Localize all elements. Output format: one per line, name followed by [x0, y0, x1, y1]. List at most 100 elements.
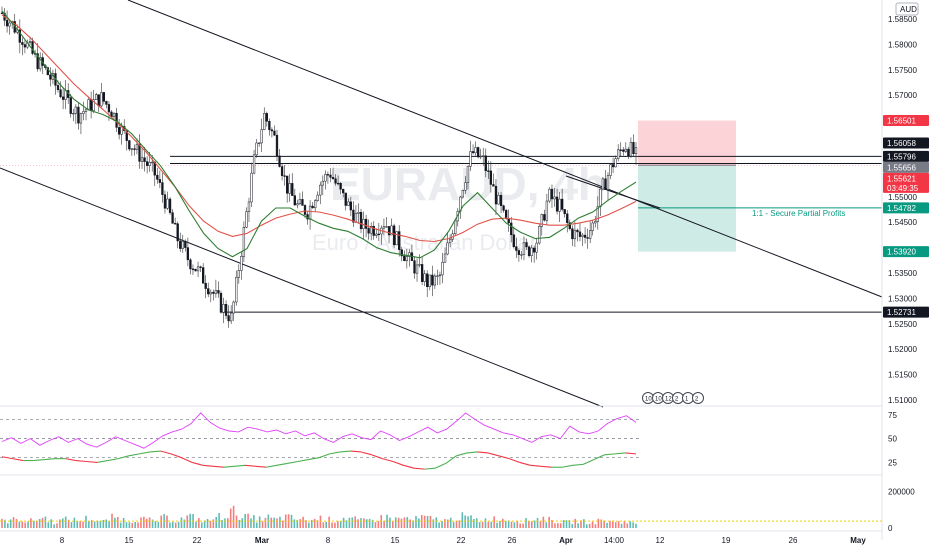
volume-bar — [93, 521, 96, 528]
slow-moving-average-line — [1, 14, 637, 243]
price-tick-label: 1.57000 — [888, 91, 917, 100]
candle-body — [283, 175, 286, 177]
price-tag-box — [883, 246, 929, 258]
volume-bar — [409, 519, 411, 528]
volume-bar — [44, 516, 47, 528]
volume-bar — [588, 523, 591, 528]
volume-bar — [154, 521, 157, 528]
volume-bar — [122, 517, 125, 528]
candle-body — [339, 182, 342, 190]
volume-bar — [183, 519, 186, 528]
volume-bar — [441, 521, 443, 528]
price-tick-label: 1.53500 — [888, 269, 917, 278]
volume-bar — [609, 520, 611, 528]
rsi-ma-segment — [509, 458, 520, 463]
rsi-ma-segment — [149, 450, 161, 453]
candle-body — [270, 129, 274, 132]
candle-body — [438, 274, 442, 277]
volume-bar — [357, 519, 359, 528]
volume-bar — [394, 517, 397, 528]
volume-bar — [484, 518, 487, 528]
candle-body — [133, 148, 136, 150]
currency-label[interactable]: AUD — [900, 5, 917, 14]
candle-body — [31, 41, 34, 54]
rsi-ma-segment — [12, 458, 24, 462]
volume-bar — [499, 520, 501, 528]
candle-body — [436, 275, 439, 277]
time-axis-label: 22 — [457, 536, 466, 545]
rsi-ma-segment — [350, 450, 362, 453]
candle-body — [504, 210, 508, 219]
volume-bar — [339, 521, 342, 528]
lower-channel-line — [0, 167, 604, 408]
time-axis-label: 15 — [125, 536, 134, 545]
rsi-ma-segment — [75, 460, 87, 463]
candle-body — [474, 147, 477, 154]
volume-bar — [583, 519, 585, 528]
volume-bar — [218, 513, 220, 528]
short-position-tool[interactable] — [638, 120, 736, 252]
candle-body — [321, 180, 324, 186]
rsi-ma-segment — [414, 467, 425, 470]
volume-bar — [79, 521, 81, 528]
volume-bar — [116, 516, 119, 528]
rsi-ma-segment — [223, 465, 235, 468]
rsi-ma-segment — [593, 454, 605, 461]
volume-bar — [377, 521, 380, 528]
candle-body — [308, 205, 312, 220]
volume-bar — [296, 519, 299, 528]
volume-bar — [533, 520, 536, 528]
volume-bar — [606, 522, 608, 528]
volume-bar — [305, 520, 307, 528]
volume-bar — [435, 517, 438, 528]
candle-body — [61, 96, 65, 100]
volume-bar — [585, 524, 588, 528]
price-pane[interactable] — [0, 0, 882, 405]
candle-body — [219, 292, 223, 313]
volume-bar — [21, 521, 24, 528]
volume-bar — [554, 523, 556, 528]
partial-profit-annotation[interactable]: 1:1 - Secure Partial Profits — [752, 209, 845, 218]
rsi-ma-segment — [170, 453, 182, 459]
currency-box[interactable] — [895, 2, 919, 16]
rsi-ma-segment — [614, 452, 626, 455]
volume-bar — [12, 517, 15, 528]
price-tick-label: 1.53000 — [888, 294, 917, 303]
event-badges[interactable]: 10 10 12 2 1 2 — [642, 392, 704, 404]
candle-body — [476, 147, 480, 158]
rsi-ma-segment — [107, 458, 119, 462]
rsi-ma-segment — [118, 455, 129, 460]
volume-bar — [322, 522, 325, 528]
candle-body — [5, 20, 9, 27]
price-tick-label: 1.54500 — [888, 218, 917, 227]
candle-body — [303, 205, 307, 215]
rsi-ma-segment — [382, 458, 394, 463]
candle-body — [520, 254, 523, 256]
candle-body — [568, 222, 571, 229]
candle-body — [268, 121, 271, 131]
candle-body — [199, 266, 202, 268]
candle-body — [550, 188, 554, 200]
rsi-line — [1, 412, 637, 449]
volume-pane — [0, 505, 882, 528]
volume-bar — [50, 519, 53, 528]
candle-body — [36, 53, 39, 70]
candle-body — [212, 291, 215, 294]
candle-body — [204, 282, 207, 289]
time-axis[interactable]: 8 15 22 Mar 8 15 22 26 Apr 14:00 12 19 26 May — [60, 536, 867, 545]
rsi-tick-label: 25 — [888, 458, 897, 467]
channel-trendlines[interactable] — [0, 0, 883, 408]
candle-body — [143, 157, 146, 162]
rsi-ma-segment — [266, 464, 277, 468]
volume-bar — [461, 512, 464, 528]
volume-bar — [360, 518, 362, 528]
candle-body — [354, 213, 358, 223]
rsi-ma-segment — [435, 462, 447, 469]
candle-body — [258, 142, 261, 144]
volume-bar — [282, 520, 284, 528]
price-axis[interactable] — [882, 0, 932, 550]
volume-bar — [215, 516, 218, 528]
candle-body — [387, 226, 391, 236]
volume-bar — [325, 521, 328, 528]
